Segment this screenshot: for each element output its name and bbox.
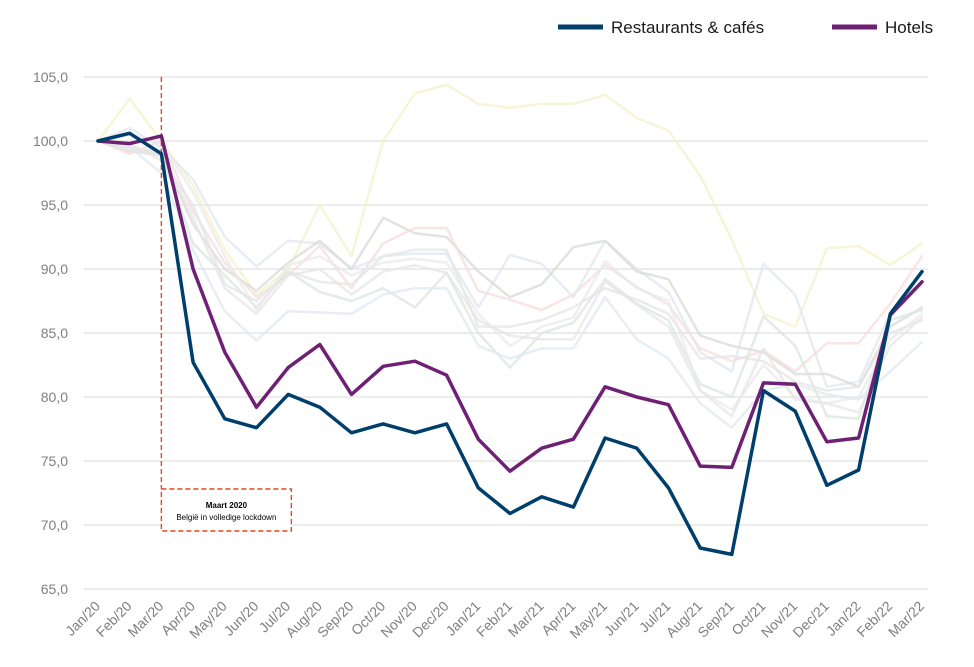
lockdown-annotation-text: België in volledige lockdown (176, 513, 276, 522)
series-line (96, 126, 924, 389)
y-tick-label: 80,0 (41, 389, 68, 405)
legend-label-hotels: Hotels (885, 18, 933, 37)
y-axis-tick-labels: 65,0 70,0 75,0 80,0 85,0 90,0 95,0 100,0 105,0 (33, 69, 68, 597)
x-tick-label: Dec/21 (789, 598, 832, 641)
x-axis-tick-labels: Jan/20Feb/20Mar/20Apr/20May/20Jun/20Jul/… (62, 598, 927, 642)
series-line (96, 139, 924, 392)
y-tick-label: 75,0 (41, 453, 68, 469)
x-tick-label: Sep/21 (694, 598, 737, 641)
series-line (96, 133, 924, 412)
legend: Restaurants & cafés Hotels (558, 18, 933, 37)
highlight-series (96, 131, 924, 557)
x-tick-label: Mar/22 (885, 598, 927, 640)
series-line (96, 139, 924, 421)
x-tick-label: Sep/20 (314, 598, 357, 641)
series-line (96, 131, 924, 557)
x-tick-label: Jun/20 (221, 598, 262, 639)
y-tick-label: 90,0 (41, 261, 68, 277)
y-tick-label: 70,0 (41, 517, 68, 533)
x-tick-label: Mar/20 (124, 598, 166, 640)
y-tick-label: 100,0 (33, 133, 68, 149)
y-tick-label: 95,0 (41, 197, 68, 213)
legend-label-restaurants: Restaurants & cafés (611, 18, 764, 37)
x-tick-label: Jun/21 (601, 598, 642, 639)
x-tick-label: Mar/21 (505, 598, 547, 640)
series-line (96, 139, 924, 429)
y-tick-label: 105,0 (33, 69, 68, 85)
lockdown-annotation-box (160, 488, 293, 532)
series-line (96, 83, 924, 328)
series-line (96, 134, 924, 473)
background-series (96, 83, 924, 429)
y-tick-label: 65,0 (41, 581, 68, 597)
lockdown-annotation: Maart 2020 België in volledige lockdown (160, 77, 293, 532)
lockdown-annotation-title: Maart 2020 (206, 501, 248, 510)
x-tick-label: Dec/20 (409, 598, 452, 641)
y-tick-label: 85,0 (41, 325, 68, 341)
